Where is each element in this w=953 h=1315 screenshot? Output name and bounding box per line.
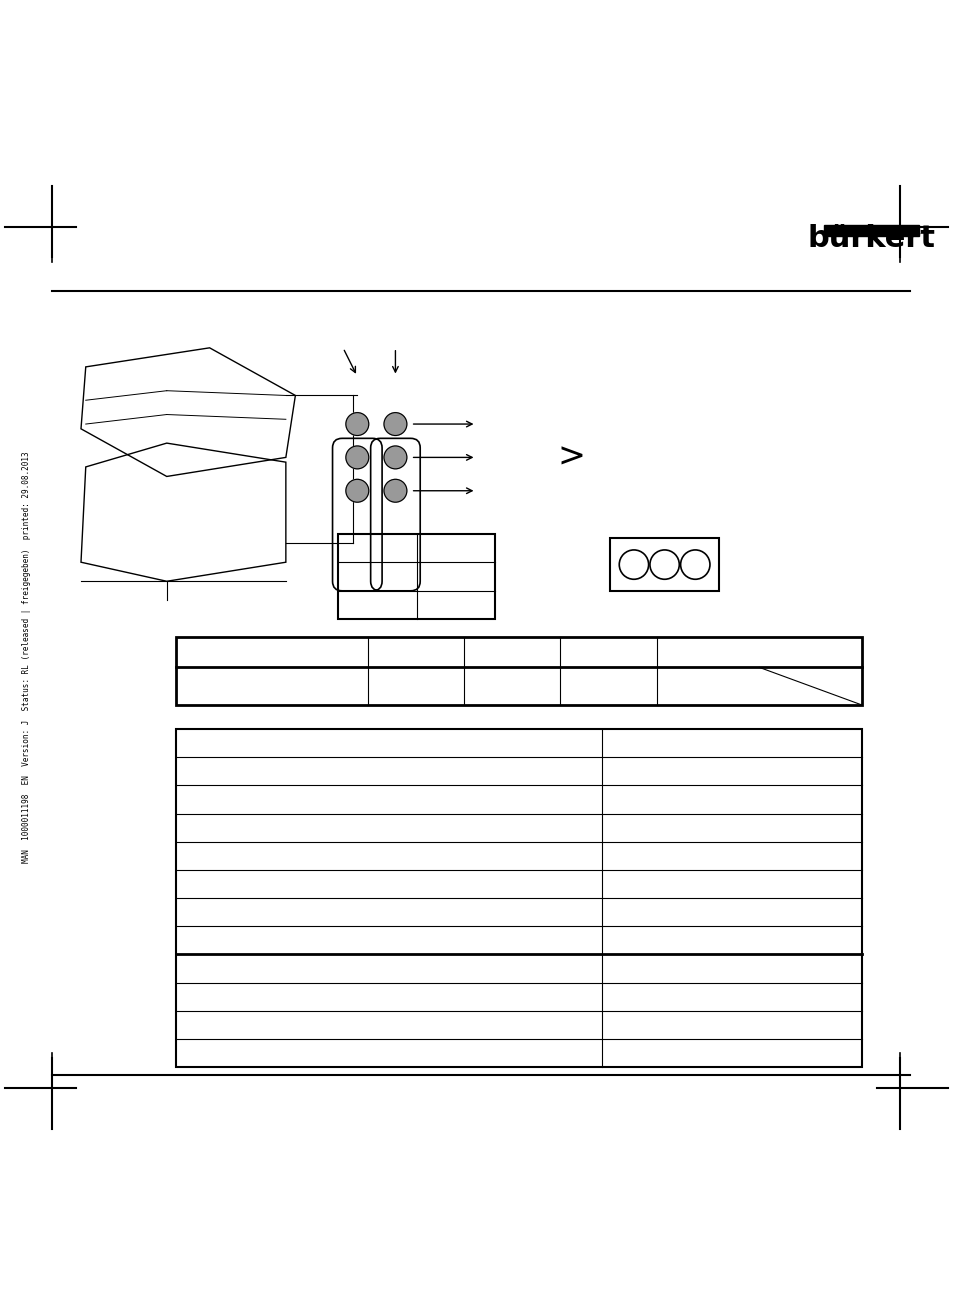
Circle shape <box>346 446 369 469</box>
Circle shape <box>384 480 406 502</box>
Text: bürkert: bürkert <box>807 224 935 252</box>
Text: MAN  1000011198  EN  Version: J  Status: RL (released | freigegeben)  printed: 2: MAN 1000011198 EN Version: J Status: RL … <box>22 451 31 864</box>
Text: >: > <box>558 441 585 473</box>
Circle shape <box>346 480 369 502</box>
Bar <box>609 538 719 590</box>
Circle shape <box>384 413 406 435</box>
Bar <box>338 534 495 619</box>
Circle shape <box>384 446 406 469</box>
Bar <box>823 225 919 237</box>
Bar <box>176 636 862 705</box>
Circle shape <box>346 413 369 435</box>
Bar <box>176 729 862 1068</box>
